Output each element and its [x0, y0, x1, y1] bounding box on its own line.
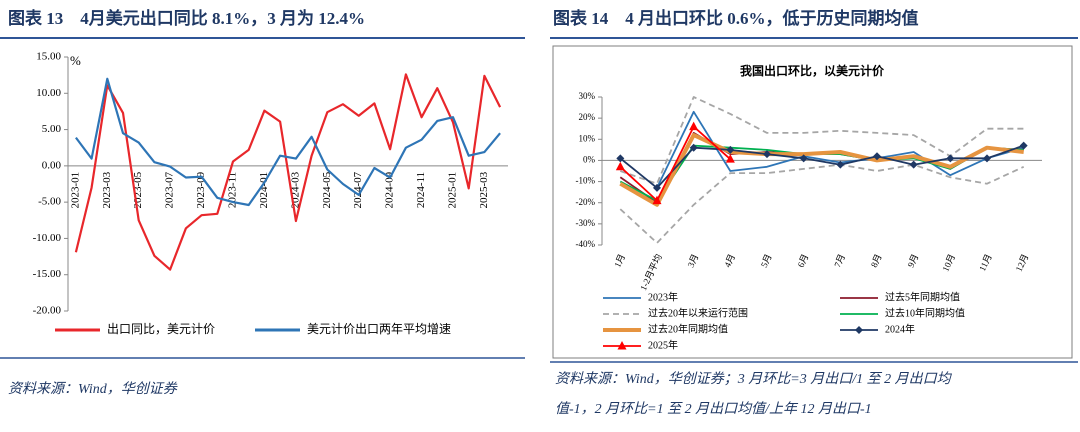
source: 值-1，2 月环比=1 至 2 月出口均值/上年 12 月出口-1	[555, 401, 872, 417]
y-tick-label: 5.00	[42, 123, 62, 135]
marker	[689, 121, 699, 131]
x-tick-label: 7月	[832, 252, 847, 268]
x-tick-label: 2025-03	[478, 171, 490, 208]
marker	[836, 160, 845, 169]
series-line	[619, 132, 1024, 204]
x-tick-label: 9月	[906, 252, 921, 268]
x-tick-label: 2024-07	[352, 171, 364, 208]
y-tick-label: -30%	[576, 218, 596, 228]
y-tick-label: 15.00	[36, 51, 61, 63]
series-line	[656, 110, 1024, 189]
y-tick-label: -15.00	[33, 268, 62, 280]
x-tick-label: 2024-11	[415, 172, 427, 208]
marker	[617, 341, 627, 350]
chart-heading: 图表 14 4 月出口环比 0.6%，低于历史同期均值	[553, 8, 919, 28]
marker	[726, 145, 735, 154]
marker	[689, 143, 698, 152]
x-tick-label: 4月	[722, 252, 737, 268]
series-line	[619, 125, 731, 202]
legend-label: 过去20年同期均值	[648, 322, 728, 335]
y-tick-label: 0.00	[42, 159, 62, 171]
series-line	[619, 163, 1025, 244]
marker	[763, 150, 771, 159]
x-tick-label: 11月	[977, 252, 994, 272]
y-tick-label: -40%	[576, 239, 596, 249]
x-tick-label: 6月	[796, 252, 811, 268]
legend-label: 2023年	[648, 290, 678, 303]
chart-heading: 图表 13 4月美元出口同比 8.1%，3 月为 12.4%	[8, 8, 365, 28]
marker	[725, 154, 735, 163]
y-tick-label: 10%	[579, 133, 596, 143]
x-tick-label: 2024-05	[321, 171, 333, 208]
marker	[983, 154, 991, 163]
source: 资料来源：Wind，华创证券；3 月环比=3 月出口/1 至 2 月出口均	[555, 371, 953, 387]
x-tick-label: 2023-11	[227, 172, 239, 208]
y-tick-label: 10.00	[36, 87, 61, 99]
x-tick-label: 2024-09	[384, 171, 396, 208]
y-tick-label: 0%	[583, 154, 596, 164]
marker	[909, 160, 918, 169]
marker	[799, 154, 808, 163]
x-tick-label: 10月	[940, 252, 957, 273]
marker	[653, 183, 661, 192]
x-tick-label: 8月	[869, 252, 884, 268]
y-tick-label: -10.00	[33, 232, 62, 244]
x-tick-label: 3月	[686, 252, 701, 268]
x-tick-label: 2024-01	[258, 172, 270, 209]
series-line	[75, 77, 501, 207]
y-tick-label: 20%	[579, 112, 596, 122]
chart-title: 我国出口环比，以美元计价	[740, 63, 885, 78]
x-tick-label: 2023-03	[101, 171, 113, 208]
x-tick-label: 1月	[612, 252, 627, 268]
series-line	[620, 96, 1024, 185]
y-tick-label: -10%	[576, 176, 596, 186]
legend-label: 2024年	[885, 322, 915, 335]
legend-label: 美元计价出口两年平均增速	[307, 322, 451, 336]
marker	[946, 154, 955, 163]
marker	[652, 195, 662, 205]
legend-label: 2025年	[648, 338, 678, 351]
series-line	[619, 133, 1024, 207]
x-tick-label: 12月	[1014, 252, 1031, 273]
marker	[855, 326, 863, 334]
legend-label: 出口同比，美元计价	[107, 322, 215, 336]
marker	[1019, 141, 1028, 150]
x-tick-label: 2023-01	[69, 172, 81, 209]
y-tick-label: -5.00	[38, 196, 61, 208]
x-tick-label: 1-2月平均	[637, 252, 663, 292]
legend-label: 过去10年同期均值	[885, 306, 965, 319]
series-line	[619, 144, 1024, 189]
source: 资料来源：Wind，华创证券	[8, 381, 178, 397]
series-line	[74, 73, 502, 271]
legend-label: 过去5年同期均值	[885, 290, 960, 303]
legend-label: 过去20年以来运行范围	[648, 306, 748, 319]
marker	[616, 154, 625, 163]
x-tick-label: 2025-01	[447, 172, 459, 209]
marker	[615, 161, 625, 171]
marker	[873, 152, 881, 161]
x-tick-label: 5月	[759, 252, 774, 268]
y-tick-label: -20%	[576, 197, 596, 207]
y-tick-label: -20.00	[33, 305, 62, 317]
chart-frame	[552, 45, 1073, 359]
y-unit: %	[70, 53, 81, 68]
x-tick-label: 2023-07	[164, 171, 176, 208]
y-tick-label: 30%	[579, 91, 596, 101]
